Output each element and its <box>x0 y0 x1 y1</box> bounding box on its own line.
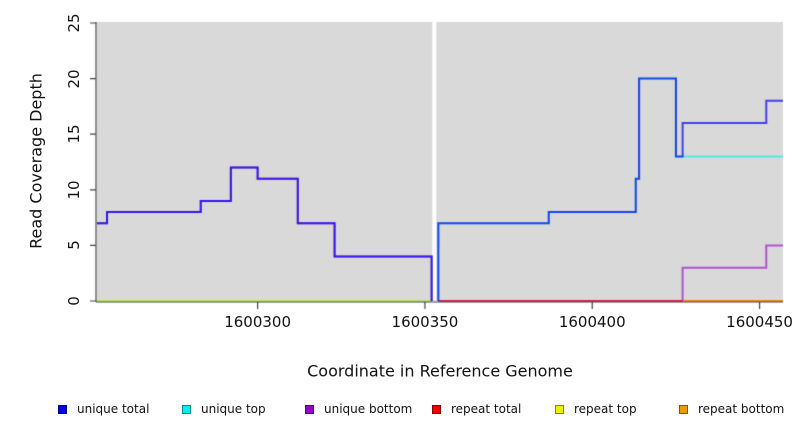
legend-label: repeat bottom <box>698 402 785 416</box>
legend-item-repeat-total: repeat total <box>432 399 521 419</box>
y-tick-label: 5 <box>65 240 83 251</box>
legend-item-unique-total: unique total <box>58 399 149 419</box>
x-tick-label: 1600350 <box>391 313 459 331</box>
repeat-total-swatch-icon <box>432 404 441 414</box>
x-axis-title: Coordinate in Reference Genome <box>307 361 573 381</box>
legend-label: repeat total <box>451 402 522 416</box>
legend-item-unique-top: unique top <box>182 399 266 419</box>
legend-item-repeat-top: repeat top <box>555 399 637 419</box>
y-tick-label: 0 <box>65 296 83 306</box>
y-axis-title: Read Coverage Depth <box>26 73 46 249</box>
plot-legend: unique total unique top unique bottom re… <box>0 399 792 423</box>
x-tick-label: 1600450 <box>726 313 792 331</box>
legend-label: unique total <box>77 402 150 416</box>
legend-label: unique bottom <box>324 402 413 416</box>
unique-bottom-swatch-icon <box>305 404 314 414</box>
unique-total-swatch-icon <box>58 404 67 414</box>
y-tick-label: 10 <box>65 180 83 200</box>
y-tick-label: 20 <box>65 69 83 89</box>
y-tick-label: 15 <box>65 124 83 144</box>
y-tick-label: 25 <box>65 13 83 33</box>
repeat-bottom-swatch-icon <box>679 404 688 414</box>
repeat-top-swatch-icon <box>555 404 564 414</box>
x-tick-label: 1600400 <box>558 313 626 331</box>
legend-label: repeat top <box>574 402 637 416</box>
legend-item-unique-bottom: unique bottom <box>305 399 412 419</box>
unique-top-swatch-icon <box>182 404 191 414</box>
x-tick-label: 1600300 <box>224 313 292 331</box>
legend-label: unique top <box>201 402 266 416</box>
legend-item-repeat-bottom: repeat bottom <box>679 399 784 419</box>
